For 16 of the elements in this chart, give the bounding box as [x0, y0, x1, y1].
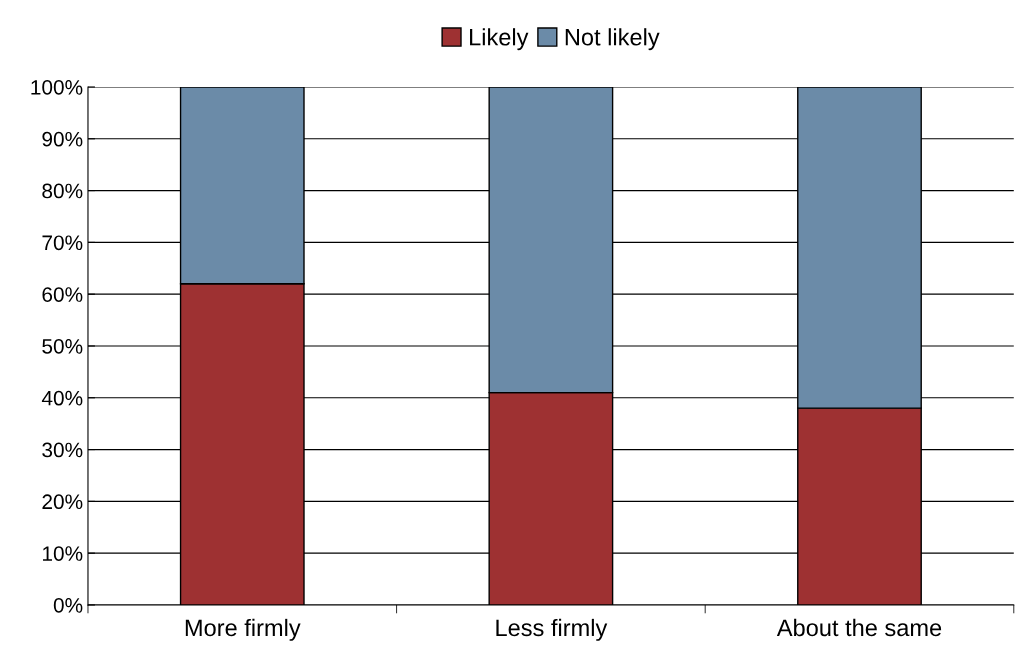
y-tick-label: 20%: [42, 494, 83, 510]
y-tick-label: 100%: [31, 79, 83, 95]
y-tick-label: 50%: [42, 338, 83, 354]
x-tick-label: About the same: [776, 618, 942, 637]
y-tick-label: 70%: [42, 235, 83, 251]
legend-label: Likely: [470, 28, 529, 51]
legend-label: Not likely: [565, 28, 660, 51]
y-tick-label: 60%: [42, 287, 83, 302]
y-tick-label: 30%: [42, 442, 83, 458]
x-tick-label: Less firmly: [496, 618, 608, 641]
y-tick-label: 10%: [43, 546, 83, 561]
y-tick-label: 80%: [42, 183, 83, 199]
y-tick-label: 0%: [53, 597, 83, 613]
y-tick-label: 90%: [42, 131, 83, 147]
y-tick-label: 40%: [41, 390, 83, 406]
x-tick-label: More firmly: [185, 618, 301, 641]
